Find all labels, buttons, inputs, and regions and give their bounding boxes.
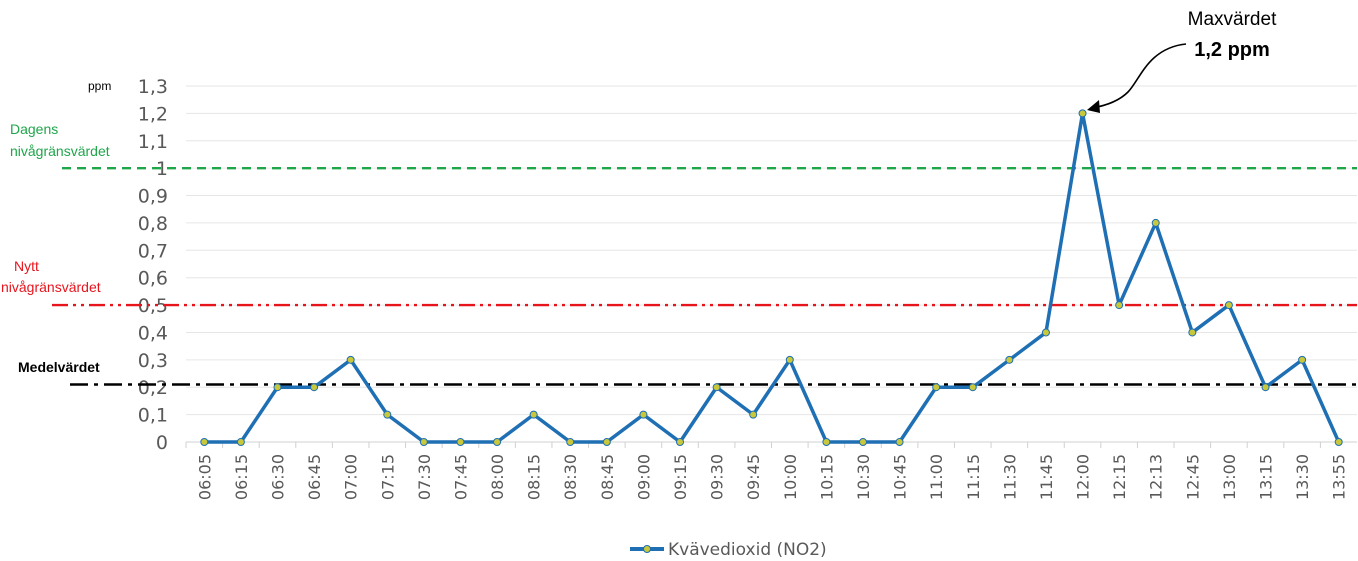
data-point <box>932 383 941 392</box>
y-tick-label: 0 <box>156 432 168 454</box>
annotation-value: 1,2 ppm <box>1194 39 1270 61</box>
data-point <box>236 438 245 446</box>
x-tick-label: 09:00 <box>634 454 653 500</box>
y-tick-label: 0,5 <box>138 295 168 317</box>
data-point <box>1188 328 1197 337</box>
data-point <box>493 438 502 446</box>
x-tick-label: 10:30 <box>854 454 873 500</box>
x-tick-label: 12:13 <box>1147 454 1166 500</box>
x-tick-label: 10:15 <box>817 454 836 500</box>
x-tick-label: 11:30 <box>1000 454 1019 500</box>
data-point <box>529 410 538 419</box>
legend: Kvävedioxid (NO2) <box>630 540 827 560</box>
x-tick-label: 10:45 <box>891 454 910 500</box>
reference-label-dagens-line2: nivågränsvärdet <box>10 143 110 159</box>
data-point <box>1334 438 1343 446</box>
x-tick-label: 11:15 <box>964 454 983 500</box>
x-tick-label: 06:15 <box>232 454 251 500</box>
data-point <box>749 410 758 419</box>
x-tick-label: 06:30 <box>268 454 287 500</box>
reference-label-nytt-line2: nivågränsvärdet <box>1 279 101 295</box>
x-tick-label: 09:45 <box>744 454 763 500</box>
data-point <box>1224 301 1233 310</box>
y-tick-label: 1 <box>156 158 168 180</box>
data-point <box>712 383 721 392</box>
y-tick-label: 1,3 <box>138 76 168 98</box>
data-point <box>310 383 319 392</box>
y-tick-label: 1,2 <box>138 103 168 125</box>
x-tick-label: 08:30 <box>561 454 580 500</box>
x-tick-label: 07:45 <box>451 454 470 500</box>
series-no2 <box>200 109 1343 446</box>
x-tick-label: 07:15 <box>378 454 397 500</box>
x-tick-label: 09:30 <box>708 454 727 500</box>
x-tick-label: 09:15 <box>671 454 690 500</box>
data-point <box>968 383 977 392</box>
reference-label-nytt-line1: Nytt <box>14 258 39 274</box>
data-point <box>346 355 355 364</box>
x-tick-label: 12:15 <box>1110 454 1129 500</box>
data-point <box>1078 109 1087 118</box>
data-point <box>273 383 282 392</box>
x-tick-label: 13:55 <box>1330 454 1349 500</box>
data-point <box>566 438 575 446</box>
reference-lines <box>52 166 1357 386</box>
data-point <box>858 438 867 446</box>
x-tick-label: 12:00 <box>1074 454 1093 500</box>
data-point <box>895 438 904 446</box>
x-tick-label: 06:45 <box>305 454 324 500</box>
x-tick-label: 08:45 <box>598 454 617 500</box>
series-line <box>204 111 1341 444</box>
data-point <box>1261 383 1270 392</box>
data-point <box>1005 355 1014 364</box>
y-axis-unit: ppm <box>88 79 111 93</box>
data-point <box>676 438 685 446</box>
x-tick-label: 10:00 <box>781 454 800 500</box>
reference-label-dagens-line1: Dagens <box>10 121 58 137</box>
x-tick-label: 08:00 <box>488 454 507 500</box>
x-tick-label: 07:30 <box>415 454 434 500</box>
data-point <box>1041 328 1050 337</box>
x-axis-ticks: 06:05 06:15 06:30 06:45 07:00 07:15 07:30 07:45… <box>185 442 1349 500</box>
x-tick-label: 08:15 <box>525 454 544 500</box>
annotation-arrowhead <box>1087 100 1100 113</box>
y-tick-label: 0,3 <box>138 350 168 372</box>
data-point <box>200 438 209 446</box>
y-tick-label: 0,8 <box>138 213 168 235</box>
data-point <box>1298 355 1307 364</box>
reference-label-medel: Medelvärdet <box>18 359 100 375</box>
annotation-arrow <box>1091 43 1187 109</box>
grid <box>186 85 1357 416</box>
legend-label: Kvävedioxid (NO2) <box>668 540 827 560</box>
data-point <box>602 438 611 446</box>
data-point <box>1115 301 1124 310</box>
x-tick-label: 12:45 <box>1183 454 1202 500</box>
x-tick-label: 06:05 <box>195 454 214 500</box>
x-tick-label: 11:00 <box>927 454 946 500</box>
data-point <box>456 438 465 446</box>
y-tick-label: 0,2 <box>138 377 168 399</box>
x-tick-label: 13:00 <box>1220 454 1239 500</box>
y-tick-label: 0,4 <box>138 322 168 344</box>
x-tick-label: 13:15 <box>1257 454 1276 500</box>
data-point <box>1151 218 1160 227</box>
y-axis-ticks: 0 0,1 0,2 0,3 0,4 0,5 0,6 0,7 0,8 0,9 1 1,1 1,2 1,3 <box>138 76 168 454</box>
legend-marker <box>643 545 651 553</box>
data-point <box>639 410 648 419</box>
y-tick-label: 0,9 <box>138 186 168 208</box>
y-tick-label: 0,7 <box>138 240 168 262</box>
y-tick-label: 0,1 <box>138 405 168 427</box>
x-tick-label: 11:45 <box>1037 454 1056 500</box>
data-point <box>383 410 392 419</box>
data-point <box>822 438 831 446</box>
x-tick-label: 07:00 <box>342 454 361 500</box>
y-tick-label: 1,1 <box>138 131 168 153</box>
y-tick-label: 0,6 <box>138 268 168 290</box>
data-point <box>419 438 428 446</box>
data-point <box>785 355 794 364</box>
x-tick-label: 13:30 <box>1293 454 1312 500</box>
annotation-title: Maxvärdet <box>1188 9 1277 30</box>
